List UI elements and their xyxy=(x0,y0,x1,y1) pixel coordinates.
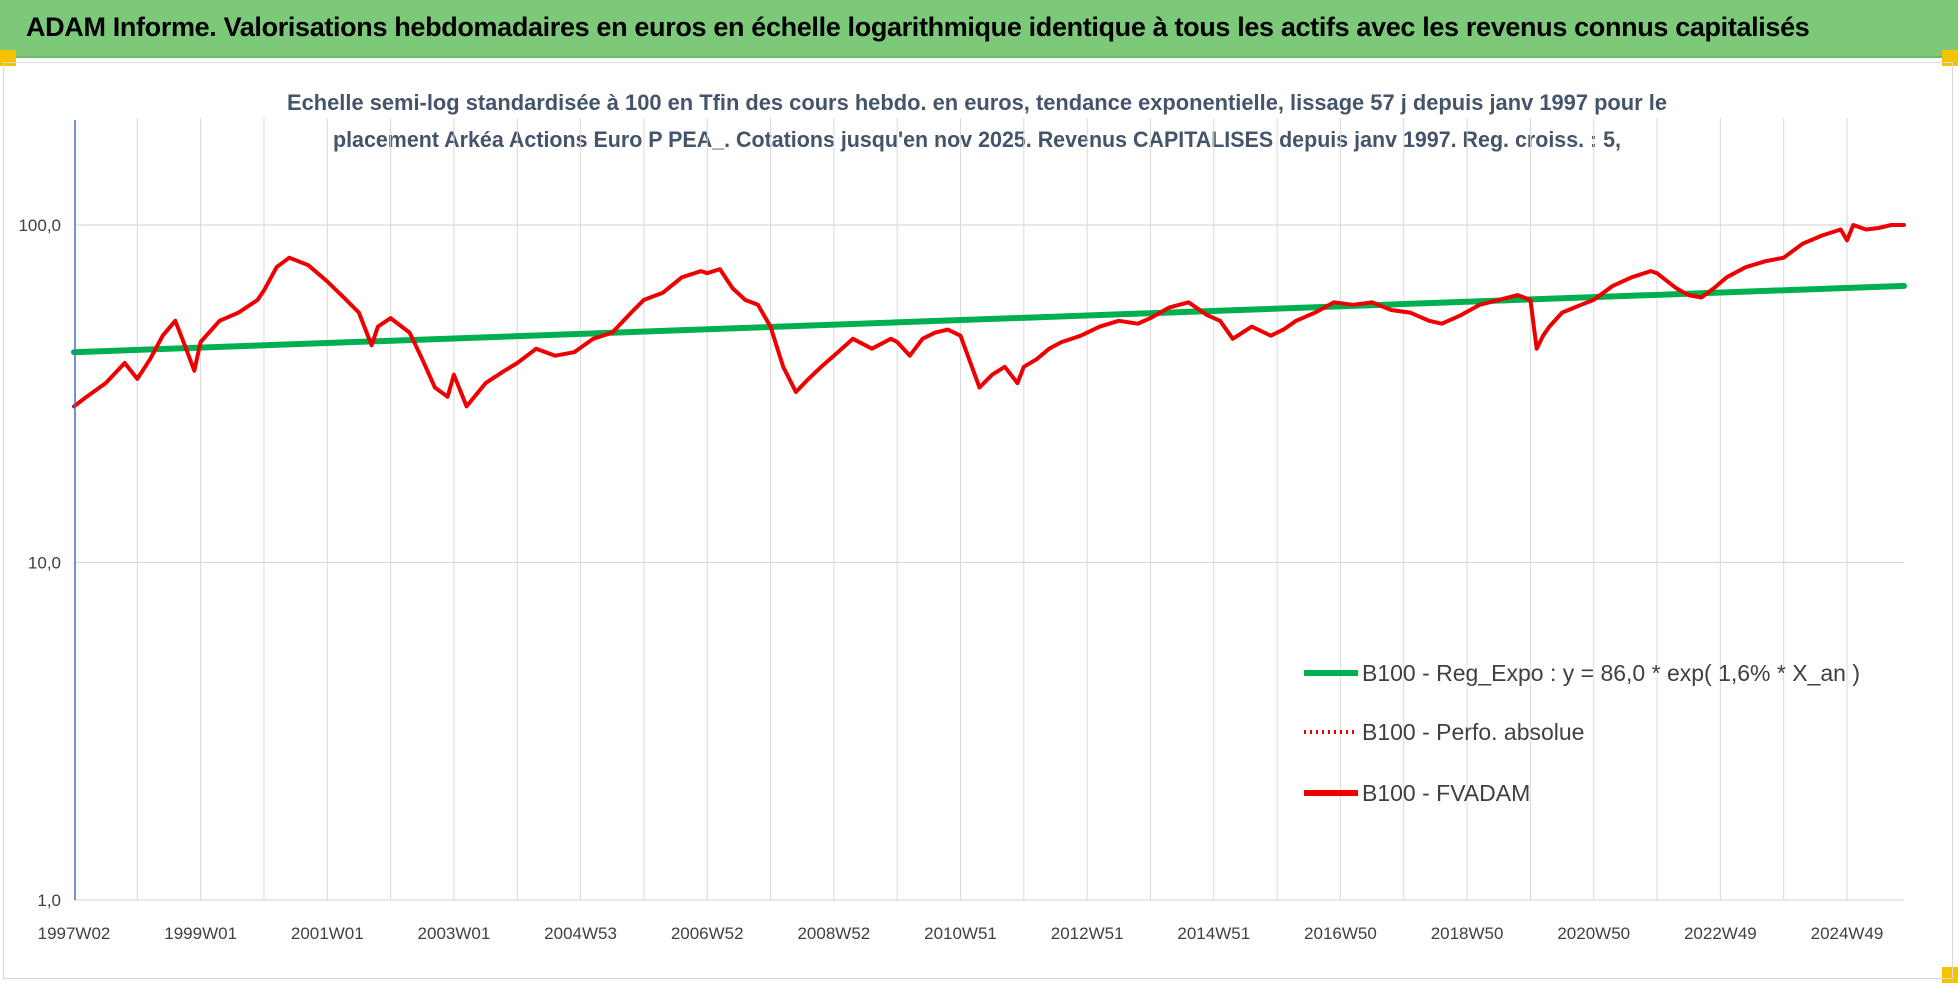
corner-marker-bottom-right xyxy=(1942,967,1958,983)
x-tick-label: 1997W02 xyxy=(38,924,111,943)
legend-label: B100 - FVADAM xyxy=(1362,780,1530,806)
y-tick-label: 100,0 xyxy=(18,216,61,235)
chart: Echelle semi-log standardisée à 100 en T… xyxy=(18,90,1907,943)
legend-label: B100 - Perfo. absolue xyxy=(1362,719,1584,745)
x-tick-label: 2003W01 xyxy=(418,924,491,943)
x-tick-label: 2006W52 xyxy=(671,924,744,943)
x-tick-label: 2014W51 xyxy=(1177,924,1250,943)
regression-line xyxy=(71,282,1907,356)
x-tick-label: 2018W50 xyxy=(1431,924,1504,943)
x-tick-label: 2012W51 xyxy=(1051,924,1124,943)
x-tick-label: 2024W49 xyxy=(1811,924,1884,943)
x-tick-label: 2004W53 xyxy=(544,924,617,943)
x-tick-label: 2022W49 xyxy=(1684,924,1757,943)
x-tick-label: 2008W52 xyxy=(797,924,870,943)
y-tick-label: 1,0 xyxy=(37,891,61,910)
x-tick-label: 2016W50 xyxy=(1304,924,1377,943)
x-tick-label: 2010W51 xyxy=(924,924,997,943)
header-bar: ADAM Informe. Valorisations hebdomadaire… xyxy=(0,0,1958,58)
fvadam-line xyxy=(72,223,1906,409)
chart-subtitle-line-1: Echelle semi-log standardisée à 100 en T… xyxy=(287,90,1667,115)
x-tick-label: 2020W50 xyxy=(1557,924,1630,943)
x-tick-label: 2001W01 xyxy=(291,924,364,943)
legend-label: B100 - Reg_Expo : y = 86,0 * exp( 1,6% *… xyxy=(1362,660,1860,686)
page-title: ADAM Informe. Valorisations hebdomadaire… xyxy=(26,12,1810,42)
chart-frame: Echelle semi-log standardisée à 100 en T… xyxy=(3,62,1953,979)
chart-subtitle-line-2: placement Arkéa Actions Euro P PEA_. Cot… xyxy=(333,127,1621,152)
y-tick-label: 10,0 xyxy=(28,554,61,573)
x-tick-label: 1999W01 xyxy=(164,924,237,943)
